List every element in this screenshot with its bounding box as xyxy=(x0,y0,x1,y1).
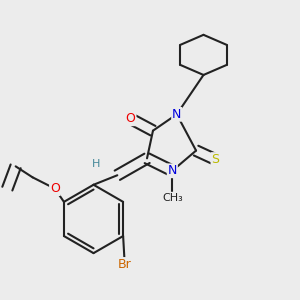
Text: S: S xyxy=(212,153,219,166)
Text: O: O xyxy=(126,112,136,125)
Text: CH₃: CH₃ xyxy=(162,193,183,202)
Text: H: H xyxy=(92,159,101,169)
Text: Br: Br xyxy=(118,258,132,271)
Text: N: N xyxy=(172,108,182,121)
Text: N: N xyxy=(168,164,177,177)
Text: O: O xyxy=(50,182,60,195)
